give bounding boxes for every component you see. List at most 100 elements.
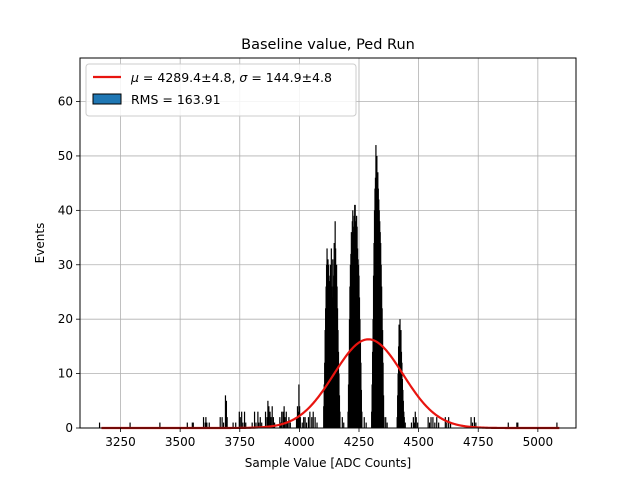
x-tick-label: 5000 [523,435,554,449]
y-axis-ticks: 0 10 20 30 40 50 60 [58,95,80,435]
histogram-bar [404,422,406,428]
chart-title: Baseline value, Ped Run [241,37,415,53]
y-tick-label: 50 [58,149,73,163]
histogram-bar [261,422,263,428]
x-tick-label: 3500 [165,435,196,449]
histogram-bar [257,411,259,428]
histogram-bar [305,422,308,428]
histogram-bar [311,417,313,428]
histogram-bar [258,422,260,428]
histogram-bar [417,422,419,428]
histogram-bar [413,422,415,428]
histogram-bar [225,400,228,428]
histogram-bar [309,411,311,428]
histogram-bar [360,389,362,428]
x-tick-label: 3750 [224,435,255,449]
legend: μ = 4289.4±4.8, σ = 144.9±4.8 RMS = 163.… [85,63,357,117]
histogram-bar [268,406,270,428]
histogram-bar [414,411,416,428]
histogram-bar [382,395,385,428]
histogram-bar [516,422,518,428]
histogram-bar [449,422,452,428]
histogram-bar [301,422,303,428]
histogram-bar [517,422,519,428]
histogram-bar [208,422,210,428]
histogram-bar [341,417,343,428]
y-tick-label: 0 [65,421,73,435]
histogram-bar [410,422,413,428]
histogram-bar [242,422,244,428]
histogram-bar [98,422,101,428]
legend-histogram-swatch [92,93,122,105]
histogram-bar [271,406,273,428]
histogram-bar [471,422,474,428]
histogram-bar [272,417,274,428]
histogram-bar [556,422,558,428]
histogram-bar [385,417,387,428]
histogram-bar [475,422,477,428]
histogram-bar [239,417,241,428]
histogram-bar [259,417,261,428]
histogram-bar [205,417,207,428]
x-axis-ticks: 3250 3500 3750 4000 4250 4500 4750 5000 [105,428,553,449]
y-tick-label: 30 [58,258,73,272]
plot-area [79,57,577,430]
histogram-bar [245,422,247,428]
histogram-bar [192,422,194,428]
histogram-bar [238,411,240,428]
histogram-bar [403,417,405,428]
histogram-bar [204,422,206,428]
histogram-bar [446,422,448,428]
histogram-bar [226,417,228,428]
axes-frame [79,57,577,429]
y-tick-label: 60 [58,95,73,109]
histogram-bar [279,417,281,428]
histogram-bar [219,417,221,428]
y-axis-label: Events [33,223,47,264]
histogram-bar [295,417,298,428]
histogram-bar [243,411,246,428]
histogram-bar [430,417,432,428]
histogram-bar [427,417,429,428]
y-tick-label: 10 [58,367,73,381]
histogram-bar [383,417,385,428]
histogram-bar [235,422,237,428]
histogram-bar [299,417,301,428]
histogram-bar [267,400,269,428]
x-tick-label: 4750 [463,435,494,449]
histogram-bar [269,411,271,428]
histogram-bar [299,406,301,428]
histogram-bar [432,417,434,428]
histogram-bar [428,422,431,428]
histogram-bar [312,411,314,428]
histogram-bar [436,417,438,428]
histogram-bar [316,422,318,428]
histogram-bar [365,422,367,428]
histogram-bar [222,422,225,428]
histogram-bar [412,417,414,428]
x-tick-label: 4000 [284,435,315,449]
histogram-bar [241,411,243,428]
histogram-bar [283,406,285,428]
histogram-bar [298,384,300,428]
histogram-bar [206,422,208,428]
histogram-bar [186,422,188,428]
mu-value: = 4289.4±4.8, [139,70,239,85]
histogram-bar [191,422,193,428]
sigma-symbol: σ [239,70,248,85]
x-tick-label: 3250 [105,435,136,449]
histogram-bar [281,411,283,428]
mu-symbol: μ [130,70,139,85]
histogram-bar [434,422,436,428]
histogram-bars [98,145,558,429]
histogram-bar [303,417,305,428]
x-axis-label: Sample Value [ADC Counts] [245,456,411,470]
x-tick-label: 4250 [344,435,375,449]
legend-box [85,63,357,117]
histogram-bar [224,395,227,428]
histogram-bar [314,417,316,428]
histogram-bar [286,422,289,428]
histogram-bar [255,422,257,428]
histogram-bar [264,411,267,428]
